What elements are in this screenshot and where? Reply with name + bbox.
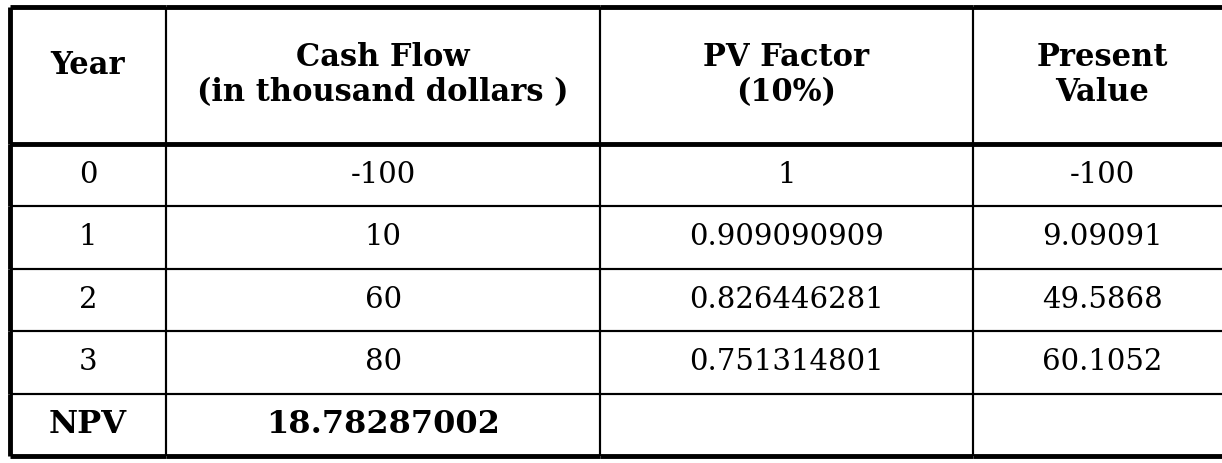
Text: (10%): (10%)	[737, 77, 836, 108]
Text: 0: 0	[78, 161, 98, 189]
Text: Cash Flow: Cash Flow	[296, 42, 470, 73]
Text: 1: 1	[78, 223, 98, 251]
Text: 0.909090909: 0.909090909	[689, 223, 884, 251]
Text: 1: 1	[777, 161, 796, 189]
Text: 10: 10	[364, 223, 402, 251]
Text: 0.751314801: 0.751314801	[689, 348, 884, 376]
Text: 18.78287002: 18.78287002	[266, 409, 500, 440]
Text: -100: -100	[351, 161, 415, 189]
Text: -100: -100	[1069, 161, 1135, 189]
Text: NPV: NPV	[49, 409, 127, 440]
Text: 0.826446281: 0.826446281	[689, 286, 884, 314]
Text: PV Factor: PV Factor	[704, 42, 869, 73]
Text: 9.09091: 9.09091	[1042, 223, 1162, 251]
Text: 60: 60	[364, 286, 402, 314]
Text: Present: Present	[1036, 42, 1168, 73]
Text: 80: 80	[364, 348, 402, 376]
Text: Year: Year	[50, 50, 126, 81]
Text: Value: Value	[1056, 77, 1149, 108]
Text: (in thousand dollars ): (in thousand dollars )	[197, 77, 569, 108]
Text: 3: 3	[78, 348, 98, 376]
Text: 49.5868: 49.5868	[1042, 286, 1162, 314]
Text: 60.1052: 60.1052	[1042, 348, 1162, 376]
Text: 2: 2	[78, 286, 98, 314]
